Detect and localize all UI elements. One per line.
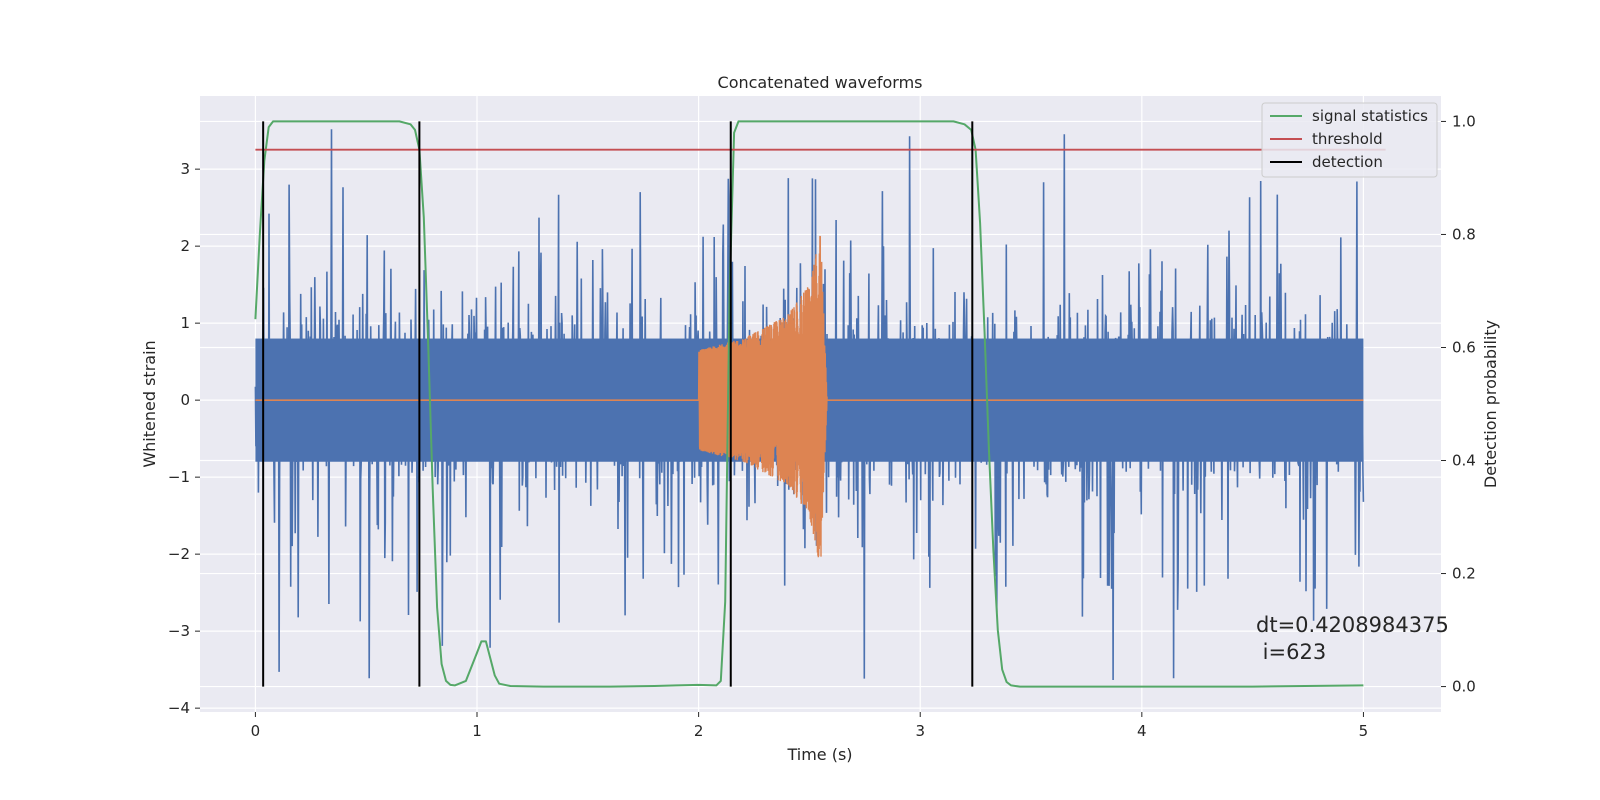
y-right-tick-label-2: 0.4 bbox=[1452, 452, 1476, 470]
y-axis-label-right: Detection probability bbox=[1481, 320, 1500, 488]
legend-label-signal-statistics: signal statistics bbox=[1312, 107, 1428, 125]
x-tick-label-2: 2 bbox=[694, 722, 704, 740]
y-tick-label-6: 2 bbox=[180, 237, 190, 255]
series-detection bbox=[262, 121, 974, 687]
y-tick-label-2: −2 bbox=[168, 545, 190, 563]
legend: signal statistics threshold detection bbox=[1261, 102, 1438, 178]
annotation-i: i=623 bbox=[1256, 640, 1326, 664]
y-tick-label-7: 3 bbox=[180, 160, 190, 178]
y-tick-label-4: 0 bbox=[180, 391, 190, 409]
x-tick-label-5: 5 bbox=[1359, 722, 1369, 740]
y-tick-label-5: 1 bbox=[180, 314, 190, 332]
chart-title: Concatenated waveforms bbox=[718, 73, 923, 92]
y-axis-label-left: Whitened strain bbox=[140, 340, 159, 467]
x-tick-label-1: 1 bbox=[472, 722, 482, 740]
y-ticks-right: 0.0 0.2 0.4 0.6 0.8 1.0 bbox=[1441, 112, 1476, 696]
series-signal-statistics bbox=[254, 120, 1364, 688]
annotation-dt: dt=0.4208984375 bbox=[1256, 613, 1449, 637]
legend-label-threshold: threshold bbox=[1312, 130, 1383, 148]
y-right-tick-label-1: 0.2 bbox=[1452, 565, 1476, 583]
y-tick-label-0: −4 bbox=[168, 699, 190, 717]
y-ticks-left: −4 −3 −2 −1 0 1 2 3 bbox=[168, 160, 200, 717]
chirp-line bbox=[697, 235, 828, 558]
x-tick-label-4: 4 bbox=[1137, 722, 1147, 740]
signal-statistics-line bbox=[254, 120, 1364, 688]
legend-box bbox=[1261, 102, 1438, 178]
x-tick-label-0: 0 bbox=[251, 722, 261, 740]
x-ticks: 0 1 2 3 4 5 bbox=[251, 712, 1369, 740]
x-tick-label-3: 3 bbox=[915, 722, 925, 740]
y-right-tick-label-4: 0.8 bbox=[1452, 225, 1476, 243]
y-right-tick-label-5: 1.0 bbox=[1452, 112, 1476, 130]
y-right-tick-label-0: 0.0 bbox=[1452, 678, 1476, 696]
y-right-tick-label-3: 0.6 bbox=[1452, 338, 1476, 356]
y-tick-label-1: −3 bbox=[168, 622, 190, 640]
y-tick-label-3: −1 bbox=[168, 468, 190, 486]
legend-label-detection: detection bbox=[1312, 153, 1383, 171]
x-axis-label: Time (s) bbox=[786, 745, 852, 764]
plot-area bbox=[254, 120, 1386, 688]
series-chirp bbox=[255, 235, 1364, 558]
